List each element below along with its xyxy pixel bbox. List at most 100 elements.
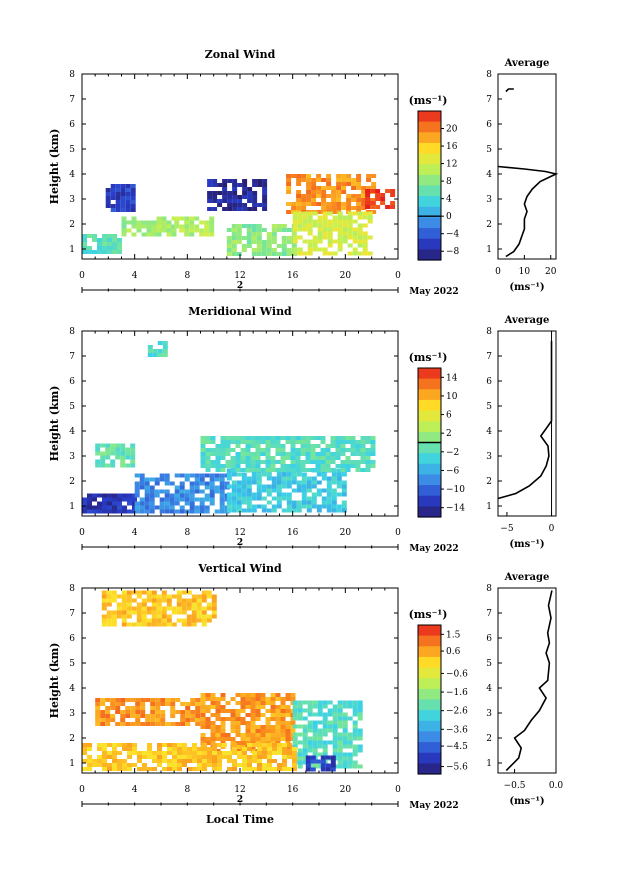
heatmap-cell (166, 224, 172, 229)
heatmap-cell (194, 216, 200, 221)
heatmap-cell (174, 224, 180, 229)
heatmap-cell (190, 710, 196, 714)
heatmap-cell (206, 602, 212, 607)
heatmap-cell (327, 708, 333, 713)
heatmap-cell (361, 186, 367, 190)
heatmap-cell (292, 759, 297, 763)
heatmap-cell (336, 492, 342, 497)
heatmap-cell (287, 751, 292, 755)
heatmap-cell (296, 504, 302, 509)
heatmap-cell (307, 720, 313, 725)
heatmap-cell (335, 452, 341, 456)
heatmap-cell (236, 508, 242, 513)
heatmap-cell (265, 436, 271, 440)
heatmap-cell (270, 717, 276, 721)
heatmap-cell (200, 448, 206, 452)
heatmap-cell (230, 456, 236, 460)
heatmap-cell (182, 759, 187, 763)
heatmap-cell (291, 472, 297, 477)
heatmap-cell (290, 729, 296, 733)
heatmap-cell (242, 195, 248, 199)
heatmap-cell (365, 460, 371, 464)
heatmap-cell (97, 493, 102, 498)
heatmap-cell (266, 236, 272, 240)
heatmap-cell (181, 590, 187, 595)
heatmap-cell (95, 459, 101, 464)
heatmap-cell (286, 476, 292, 481)
heatmap-cell (217, 751, 222, 755)
heatmap-cell (352, 752, 358, 757)
heatmap-cell (139, 497, 145, 502)
heatmap-cell (101, 614, 107, 619)
heatmap-cell (112, 759, 117, 763)
heatmap-cell (362, 215, 368, 220)
heatmap-cell (297, 740, 303, 745)
heatmap-cell (340, 468, 346, 472)
heatmap-cell (325, 763, 331, 768)
heatmap-cell (102, 242, 107, 246)
heatmap-cell (367, 215, 373, 220)
heatmap-cell (307, 239, 313, 244)
heatmap-cell (107, 246, 112, 250)
heatmap-cell (226, 236, 232, 240)
heatmap-cell (220, 440, 226, 444)
heatmap-cell (331, 480, 337, 485)
heatmap-cell (272, 759, 277, 763)
heatmap-cell (300, 464, 306, 468)
heatmap-cell (365, 197, 371, 201)
heatmap-cell (311, 178, 317, 182)
heatmap-cell (110, 706, 116, 710)
heatmap-cell (362, 247, 368, 252)
heatmap-cell (220, 697, 226, 701)
heatmap-cell (312, 752, 318, 757)
heatmap-cell (341, 178, 347, 182)
heatmap-cell (357, 211, 363, 216)
heatmap-cell (97, 755, 102, 759)
heatmap-cell (331, 476, 337, 481)
heatmap-cell (200, 444, 206, 448)
heatmap-cell (322, 219, 328, 224)
heatmap-cell (242, 203, 248, 207)
x-tick-label: 16 (287, 528, 299, 538)
heatmap-cell (321, 186, 327, 190)
heatmap-cell (166, 614, 172, 619)
heatmap-cell (337, 231, 343, 236)
heatmap-cell (179, 505, 185, 510)
heatmap-cell (270, 713, 276, 717)
heatmap-cell (242, 759, 247, 763)
heatmap-cell (237, 763, 242, 767)
heatmap-cell (286, 210, 292, 214)
heatmap-cell (301, 178, 307, 182)
heatmap-cell (132, 747, 137, 751)
heatmap-cell (342, 740, 348, 745)
heatmap-cell (307, 211, 313, 216)
heatmap-cell (166, 622, 172, 627)
heatmap-cell (125, 447, 131, 452)
heatmap-cell (130, 192, 136, 196)
heatmap-cell (97, 743, 102, 747)
heatmap-cell (182, 751, 187, 755)
colorbar-tick-label: −8 (446, 247, 460, 257)
heatmap-cell (240, 709, 246, 713)
heatmap-cell (166, 232, 172, 237)
heatmap-cell (302, 716, 308, 721)
heatmap-cell (105, 200, 111, 204)
heatmap-cell (147, 767, 152, 771)
heatmap-cell (327, 700, 333, 705)
heatmap-cell (380, 201, 386, 205)
heatmap-cell (112, 751, 117, 755)
heatmap-cell (209, 501, 215, 506)
heatmap-cell (362, 211, 368, 216)
heatmap-cell (184, 489, 190, 494)
heatmap-cell (246, 496, 252, 501)
heatmap-cell (227, 755, 232, 759)
heatmap-cell (260, 729, 266, 733)
heatmap-cell (316, 190, 322, 194)
heatmap-cell (112, 763, 117, 767)
colorbar-segment (418, 132, 441, 144)
heatmap-cell (210, 725, 216, 729)
heatmap-cell (276, 488, 282, 493)
heatmap-cell (350, 464, 356, 468)
